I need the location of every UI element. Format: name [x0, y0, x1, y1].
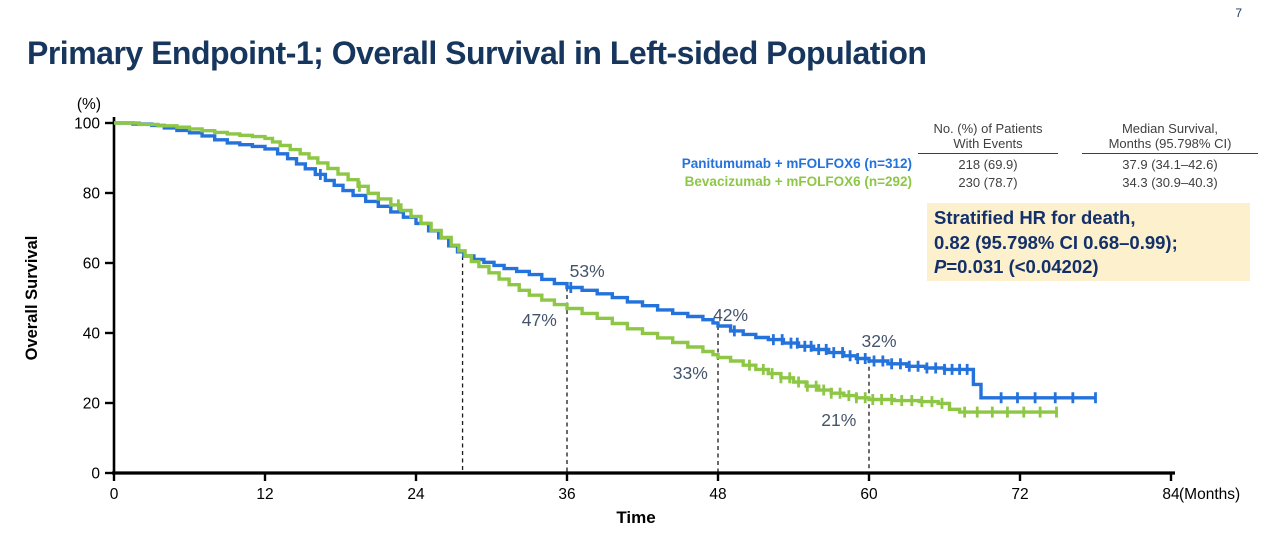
x-axis-tick-label: 0 [110, 486, 119, 503]
survival-percent-annotation: 21% [821, 410, 856, 430]
table-header-median: Median Survival, Months (95.798% CI) [1082, 121, 1258, 154]
x-axis-tick-label: 24 [407, 486, 425, 503]
y-axis-title: Overall Survival [23, 236, 41, 361]
hr-box-p-value: =0.031 (<0.04202) [946, 256, 1099, 277]
x-axis-tick-label: 84 [1162, 486, 1180, 503]
hazard-ratio-box: Stratified HR for death, 0.82 (95.798% C… [927, 203, 1250, 281]
table-cell-median-bevacizumab: 34.3 (30.9–40.3) [1122, 175, 1218, 190]
slide-title: Primary Endpoint-1; Overall Survival in … [27, 35, 927, 72]
page-number: 7 [1235, 6, 1242, 20]
hr-box-p-italic: P [934, 256, 947, 277]
table-header-events-line2: With Events [953, 136, 1023, 151]
survival-percent-annotation: 53% [570, 261, 605, 281]
y-axis-unit-label: (%) [77, 96, 101, 113]
hr-box-line1: Stratified HR for death, [934, 207, 1136, 228]
x-axis-tick-label: 12 [256, 486, 273, 503]
table-header-events: No. (%) of Patients With Events [918, 121, 1058, 154]
legend-bevacizumab: Bevacizumab + mFOLFOX6 (n=292) [684, 174, 912, 189]
survival-percent-annotation: 33% [673, 363, 708, 383]
table-cell-events-bevacizumab: 230 (78.7) [958, 175, 1018, 190]
x-axis-unit-label: (Months) [1179, 486, 1240, 503]
legend-panitumumab: Panitumumab + mFOLFOX6 (n=312) [681, 156, 912, 171]
x-axis-tick-label: 72 [1011, 486, 1028, 503]
y-axis-tick-label: 60 [83, 256, 101, 273]
table-cell-events-panitumumab: 218 (69.9) [958, 157, 1018, 172]
y-axis-tick-label: 100 [74, 116, 100, 133]
hr-box-line2: 0.82 (95.798% CI 0.68–0.99); [934, 231, 1178, 253]
y-axis-tick-label: 80 [83, 186, 101, 203]
table-header-events-line1: No. (%) of Patients [933, 121, 1043, 136]
x-axis-tick-label: 36 [558, 486, 575, 503]
x-axis-tick-label: 60 [860, 486, 878, 503]
survival-percent-annotation: 47% [522, 310, 557, 330]
survival-curve-bevacizumab [114, 121, 1058, 414]
x-axis-tick-label: 48 [709, 486, 726, 503]
x-axis-title: Time [616, 508, 655, 527]
table-header-median-line1: Median Survival, [1121, 121, 1219, 136]
hr-box-line3: P=0.031 (<0.04202) [934, 255, 1250, 280]
table-header-median-line2: Months (95.798% CI) [1108, 136, 1232, 151]
y-axis-tick-label: 20 [83, 396, 101, 413]
survival-percent-annotation: 42% [713, 305, 748, 325]
table-cell-median-panitumumab: 37.9 (34.1–42.6) [1122, 157, 1218, 172]
y-axis-tick-label: 40 [83, 326, 101, 343]
y-axis-tick-label: 0 [91, 466, 100, 483]
survival-percent-annotation: 32% [862, 331, 897, 351]
